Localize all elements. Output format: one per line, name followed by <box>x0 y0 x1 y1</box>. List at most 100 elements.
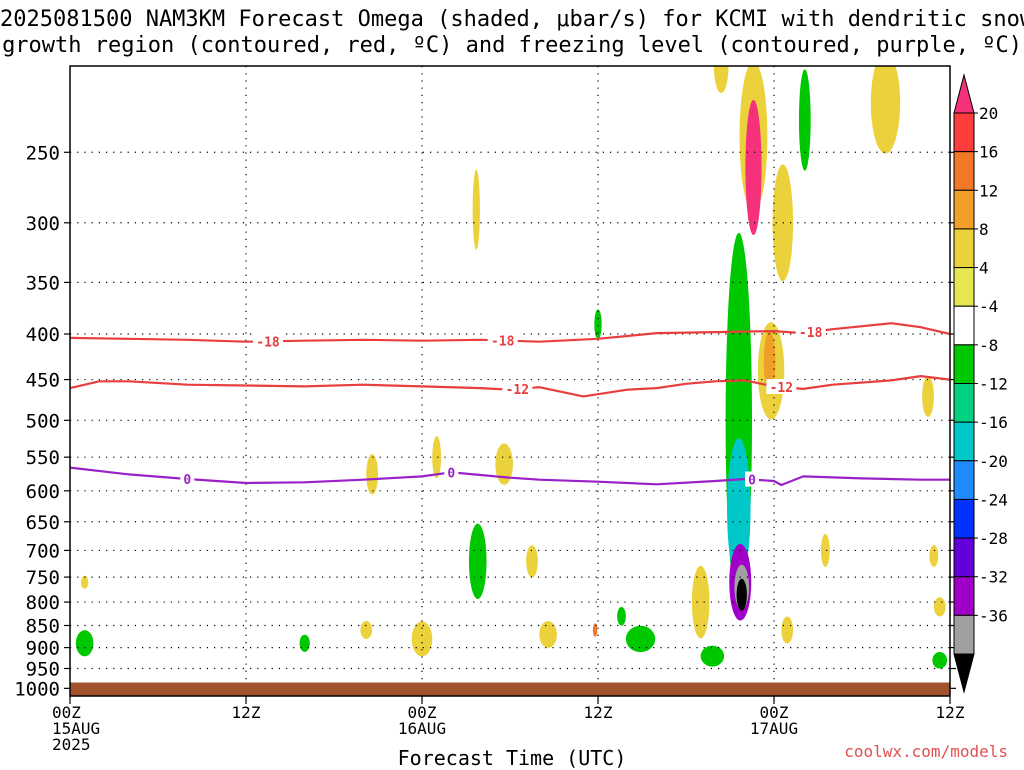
ytick-label-500: 500 <box>26 410 60 432</box>
contours: -18 -18 -18 -12 -12 0 0 0 <box>70 322 950 489</box>
colorbar-label-8: -16 <box>979 413 1008 432</box>
ytick-label-450: 450 <box>26 370 60 392</box>
contour-label-0-2: -18 <box>799 326 823 341</box>
x-axis-label: Forecast Time (UTC) <box>397 746 627 770</box>
plot-background <box>70 66 950 696</box>
omega-shade-1 <box>745 99 762 236</box>
omega-shade-25 <box>691 565 710 639</box>
contour-label-bg <box>487 332 518 348</box>
contour-label-1-1: -12 <box>770 381 793 396</box>
contour-label-bg <box>180 471 195 487</box>
omega-shade-33 <box>932 651 948 669</box>
xtick-label-24-1: 16AUG <box>398 719 446 738</box>
colorbar-box-8 <box>953 421 975 462</box>
colorbar-box-6 <box>953 344 975 385</box>
colorbar-label-5: -4 <box>979 297 998 316</box>
ytick-label-300: 300 <box>26 213 60 235</box>
ytick-label-850: 850 <box>26 615 60 637</box>
xtick-label-48-1: 17AUG <box>750 719 798 738</box>
omega-shade-34 <box>592 623 598 637</box>
omega-shade-29 <box>617 606 626 626</box>
credit-link[interactable]: coolwx.com/models <box>844 742 1008 761</box>
chart-title-line-2: growth region (contoured, red, ºC) and f… <box>2 33 1022 58</box>
omega-shade-30 <box>594 309 602 340</box>
omega-shade-8 <box>763 330 776 394</box>
omega-shade-18 <box>299 634 310 652</box>
omega-shade-16 <box>411 621 433 657</box>
colorbar-box-9 <box>953 460 975 500</box>
xtick-label-48-0: 00Z <box>760 703 789 722</box>
omega-shade-11 <box>870 66 901 154</box>
ytick-label-950: 950 <box>26 659 60 681</box>
omega-shade-22 <box>526 545 538 578</box>
xtick-label-60-0: 12Z <box>936 703 965 722</box>
colorbar-label-10: -24 <box>979 490 1008 509</box>
ytick-label-550: 550 <box>26 447 60 469</box>
omega-shade-19 <box>75 630 94 657</box>
contour-line-2 <box>70 466 950 487</box>
omega-shade-3 <box>727 438 751 582</box>
colorbar-label-1: 16 <box>979 143 998 162</box>
contour-label-2-0: 0 <box>183 473 191 488</box>
colorbar-box-11 <box>953 537 975 578</box>
omega-shade-14 <box>366 454 378 495</box>
contour-label-bg <box>444 464 459 480</box>
xtick-label-0-1: 15AUG <box>52 719 100 738</box>
contour-label-2-1: 0 <box>447 466 455 481</box>
xtick-label-0-2: 2025 <box>52 735 91 754</box>
contour-line-0 <box>70 322 950 343</box>
omega-shade-28 <box>781 616 794 644</box>
colorbar-label-13: -36 <box>979 606 1008 625</box>
colorbar-bottom-triangle <box>953 653 975 694</box>
colorbar: 20 16 12 8 4 -4 -8 -12 -16 -20 -24 -28 -32 -36 <box>953 73 1008 694</box>
contour-label-2-2: 0 <box>748 474 756 489</box>
contour-label-1-0: -12 <box>506 383 529 398</box>
colorbar-label-2: 12 <box>979 181 998 200</box>
colorbar-box-12 <box>953 576 975 616</box>
ytick-label-700: 700 <box>26 540 60 562</box>
xtick-label-12-0: 12Z <box>232 703 261 722</box>
contour-label-bg <box>766 379 797 395</box>
colorbar-box-3 <box>953 228 975 269</box>
colorbar-box-13 <box>953 614 975 655</box>
ground-fill <box>70 682 950 696</box>
xtick-label-0-0: 00Z <box>52 703 81 722</box>
omega-shade-12 <box>468 523 487 600</box>
xtick-label-36-0: 12Z <box>584 703 613 722</box>
ytick-label-650: 650 <box>26 512 60 534</box>
colorbar-box-5 <box>953 305 975 346</box>
colorbar-label-3: 8 <box>979 220 989 239</box>
colorbar-box-2 <box>953 189 975 230</box>
colorbar-label-6: -8 <box>979 336 998 355</box>
ytick-label-350: 350 <box>26 272 60 294</box>
omega-shade-17 <box>360 621 373 640</box>
colorbar-box-1 <box>953 151 975 191</box>
contour-line-1 <box>70 375 950 398</box>
contour-label-0-1: -18 <box>491 334 515 349</box>
ytick-label-1000: 1000 <box>14 678 60 700</box>
ytick-label-250: 250 <box>26 142 60 164</box>
omega-shade-26 <box>713 66 729 94</box>
omega-shade-24 <box>700 645 725 667</box>
omega-shade-13 <box>495 443 513 485</box>
colorbar-box-0 <box>953 112 975 153</box>
contour-label-bg <box>502 381 533 397</box>
ytick-label-900: 900 <box>26 638 60 660</box>
colorbar-box-10 <box>953 498 975 539</box>
omega-shade-27 <box>820 533 830 568</box>
omega-shade-20 <box>81 575 89 589</box>
omega-shade-36 <box>929 545 939 567</box>
contour-label-bg <box>745 471 759 487</box>
ytick-label-800: 800 <box>26 592 60 614</box>
colorbar-label-9: -20 <box>979 452 1008 471</box>
chart-title-line-1: 2025081500 NAM3KM Forecast Omega (shaded… <box>0 7 1024 32</box>
colorbar-label-12: -32 <box>979 568 1008 587</box>
contour-label-bg <box>253 333 283 349</box>
omega-shade-31 <box>922 375 934 417</box>
ytick-label-400: 400 <box>26 324 60 346</box>
plot-frame <box>69 65 951 697</box>
omega-shade-10 <box>798 69 811 171</box>
colorbar-box-7 <box>953 383 975 423</box>
